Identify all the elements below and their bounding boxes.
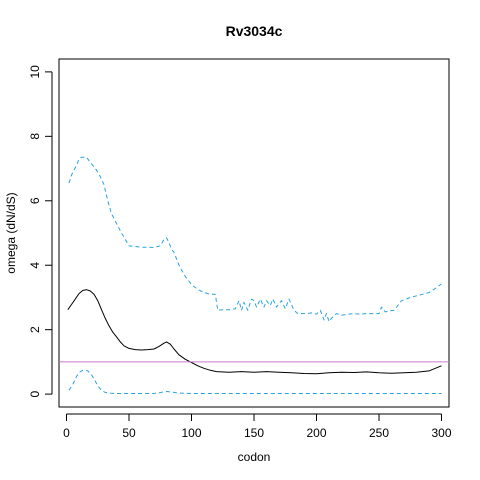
chart-title: Rv3034c [226,23,283,39]
y-tick-label: 2 [28,326,42,333]
y-tick-label: 6 [28,197,42,204]
x-tick-label: 150 [244,426,264,440]
x-tick-label: 300 [431,426,451,440]
y-axis: 0 2 4 6 8 10 [28,65,53,397]
y-tick-label: 4 [28,262,42,269]
x-tick-label: 50 [122,426,136,440]
x-tick-label: 200 [306,426,326,440]
x-tick-label: 250 [369,426,389,440]
x-axis-label: codon [238,450,271,464]
x-tick-label: 0 [63,426,70,440]
series-layer [59,156,449,394]
plot-frame [58,58,450,408]
x-axis: 0 50 100 150 200 250 300 [63,413,452,440]
series-line-1 [67,289,442,375]
y-tick-label: 8 [28,133,42,140]
series-line-2 [68,156,442,323]
y-tick-label: 10 [28,65,42,79]
y-tick-label: 0 [28,390,42,397]
y-axis-label: omega (dN/dS) [4,192,18,273]
x-tick-label: 100 [181,426,201,440]
